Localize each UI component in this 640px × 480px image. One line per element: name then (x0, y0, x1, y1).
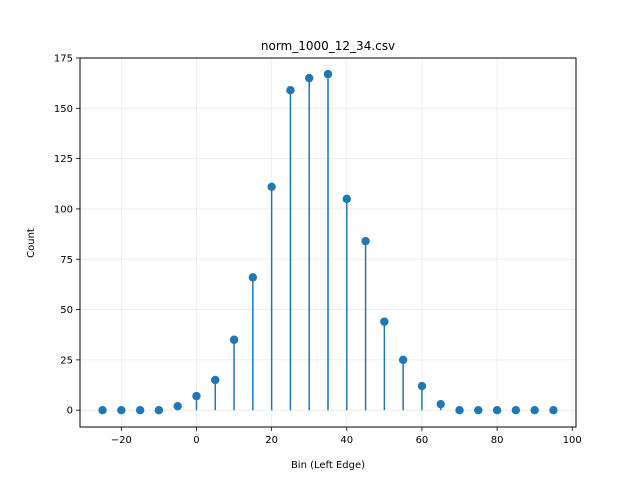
chart-title: norm_1000_12_34.csv (261, 39, 395, 53)
stem-marker (173, 401, 182, 411)
stem-marker (511, 405, 521, 415)
stem-marker (229, 335, 239, 344)
stem-marker (98, 405, 107, 415)
stem-marker (286, 86, 295, 95)
y-tick-label: 25 (60, 355, 73, 366)
y-tick-label: 75 (60, 255, 73, 266)
x-tick-label: 80 (491, 435, 504, 446)
y-tick-label: 125 (54, 154, 73, 165)
stem-marker (436, 399, 445, 409)
stem-marker (267, 182, 276, 192)
stem-marker (192, 391, 201, 401)
stem-marker (474, 405, 483, 415)
y-tick-label: 100 (54, 204, 73, 215)
stem-marker (398, 355, 408, 365)
y-tick-label: 175 (54, 54, 73, 65)
stem-marker (492, 405, 502, 415)
y-axis-title: Count (26, 228, 37, 258)
stem-marker (549, 405, 558, 415)
y-tick-label: 150 (54, 104, 73, 115)
x-tick-label: 100 (563, 435, 582, 446)
plot-frame (79, 57, 577, 428)
x-tick-label: −20 (111, 435, 132, 446)
stem-marker (248, 273, 258, 282)
x-axis-ticks: −20 0 20 40 60 80 100 (111, 427, 582, 446)
stem-marker (342, 194, 351, 204)
x-axis-title: Bin (Left Edge) (291, 460, 365, 471)
y-tick-label: 50 (60, 305, 73, 316)
markers (98, 69, 558, 415)
stem-marker (117, 405, 126, 415)
stem-marker (455, 405, 464, 415)
stems (176, 74, 442, 411)
stem-marker (380, 317, 389, 326)
x-tick-label: 60 (416, 435, 429, 446)
x-tick-label: 20 (265, 435, 278, 446)
stem-marker (154, 405, 164, 415)
stem-marker (305, 73, 314, 83)
stem-marker (323, 69, 333, 79)
x-tick-label: 40 (340, 435, 353, 446)
stem-marker (211, 375, 220, 385)
stem-marker (530, 405, 539, 415)
stem-marker (417, 381, 427, 391)
stem-marker (361, 236, 370, 246)
x-tick-label: 0 (193, 435, 199, 446)
stem-marker (135, 405, 145, 415)
y-tick-label: 0 (67, 406, 73, 417)
y-axis-ticks: 0 25 50 75 100 125 150 175 (54, 54, 80, 417)
